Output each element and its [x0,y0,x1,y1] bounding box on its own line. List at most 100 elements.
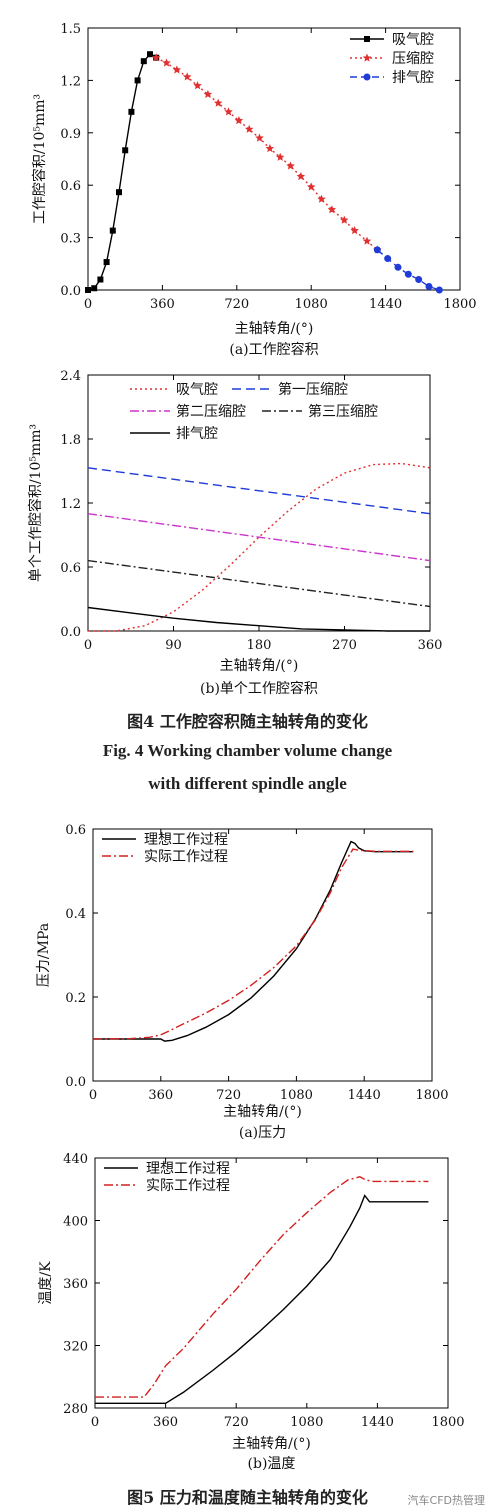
y-tick-label: 440 [63,1152,88,1167]
plot-frame [87,27,461,291]
x-tick-label: 0 [84,638,92,653]
legend-label: 吸气腔 [176,382,218,398]
y-axis-label: 温度/K [38,1261,54,1305]
x-tick-label: 720 [224,1415,249,1430]
data-point [85,287,91,293]
x-tick-label: 720 [216,1088,241,1103]
series-0 [95,1194,429,1405]
y-tick-label: 1.2 [60,497,81,512]
figure4-caption-cn: 图4 工作腔容积随主轴转角的变化 [127,712,368,731]
data-point [384,255,392,263]
plot-axes: 0 90 180 270 360 0.0 0.6 1.2 1.8 2.4 单个工作腔容积/10⁵mm… [27,369,442,697]
legend-marker [363,73,371,81]
series-line [88,462,431,632]
y-tick-label: 0.6 [60,179,81,194]
legend-marker [364,36,370,42]
data-point [327,205,337,214]
y-tick-label: 2.4 [60,369,81,384]
x-tick-label: 1080 [295,297,328,312]
data-point [162,58,171,67]
chart-subtitle: (a)压力 [239,1125,286,1141]
data-point [134,77,141,84]
series-1 [151,53,382,254]
y-tick-label: 0.4 [65,907,86,922]
legend-label: 实际工作过程 [144,849,228,865]
series-3 [87,559,431,608]
x-tick-label: 360 [153,1415,178,1430]
y-tick-label: 360 [63,1277,88,1292]
legend-label: 第一压缩腔 [278,381,348,398]
legend-label: 理想工作过程 [146,1161,230,1177]
data-point [255,133,264,142]
y-tick-label: 0.3 [60,232,81,247]
x-tick-label: 1440 [369,297,402,312]
x-tick-label: 1800 [431,1415,464,1430]
data-point [415,276,423,284]
x-axis-label: 主轴转角/(°) [220,658,299,674]
data-point [373,246,381,254]
legend-marker [362,53,372,62]
series-line [155,57,378,251]
legend-label: 吸气腔 [392,32,434,48]
x-tick-label: 360 [418,638,443,653]
y-tick-label: 0.0 [60,284,81,299]
data-point [109,227,116,234]
series-line [87,513,431,562]
x-tick-label: 1080 [290,1415,323,1430]
figure4-caption-en-line2: with different spindle angle [148,774,347,793]
y-tick-label: 0.6 [60,561,81,576]
plot-frame [92,828,433,1082]
data-point [394,263,402,271]
legend-label: 第三压缩腔 [308,403,378,420]
data-point [151,53,161,62]
x-tick-label: 1800 [443,297,476,312]
data-point [140,58,147,65]
series-0 [93,840,414,1042]
series-line [87,53,157,291]
data-point [224,107,233,116]
data-point [435,286,443,294]
y-tick-label: 0.0 [65,1075,86,1090]
data-point [234,116,244,125]
data-point [122,147,129,154]
legend-label: 排气腔 [176,426,218,442]
x-tick-label: 180 [247,638,272,653]
legend-label: 理想工作过程 [144,832,228,848]
data-point [350,226,359,235]
series-line [87,559,431,608]
data-point [317,194,326,203]
series-line [92,848,414,1040]
y-tick-label: 0.2 [65,991,86,1006]
data-point [340,215,349,224]
x-tick-label: 1080 [280,1088,313,1103]
data-point [182,72,192,81]
y-tick-label: 1.8 [60,433,81,448]
chart-a2-container: 0 360 720 1080 1440 1800 0.0 0.2 0.4 0.6 压力/MPa 主轴转… [0,812,495,1157]
legend-label: 实际工作过程 [146,1178,230,1194]
x-axis-label: 主轴转角/(°) [235,321,314,337]
series-line [87,606,430,632]
data-point [275,152,285,161]
series-1 [92,848,414,1040]
data-point [193,81,202,90]
series-4 [87,606,430,632]
series-line [87,467,431,515]
x-axis-label: 主轴转角/(°) [223,1104,302,1120]
chart-subtitle: (b)温度 [248,1456,296,1472]
plot-axes: 0 360 720 1080 1440 1800 0.0 0.3 0.6 0.9 1.2 1.5 工作腔… [31,22,477,358]
plot-axes: 0 360 720 1080 1440 1800 280 320 360 400 440 温度/K 主轴… [38,1152,465,1472]
data-point [213,98,223,107]
plot-frame [94,1157,449,1409]
y-axis-label: 压力/MPa [36,923,52,987]
y-tick-label: 280 [63,1402,88,1417]
figure4-caption-en-line1: Fig. 4 Working chamber volume change [102,741,393,760]
data-point [306,182,316,191]
data-point [296,172,306,181]
y-tick-label: 400 [63,1215,88,1230]
series-line [95,1176,429,1398]
chart-working-chamber-volume: 0 360 720 1080 1440 1800 0.0 0.3 0.6 0.9 1.2 1.5 工作腔… [31,22,477,358]
y-tick-label: 0.6 [65,823,86,838]
